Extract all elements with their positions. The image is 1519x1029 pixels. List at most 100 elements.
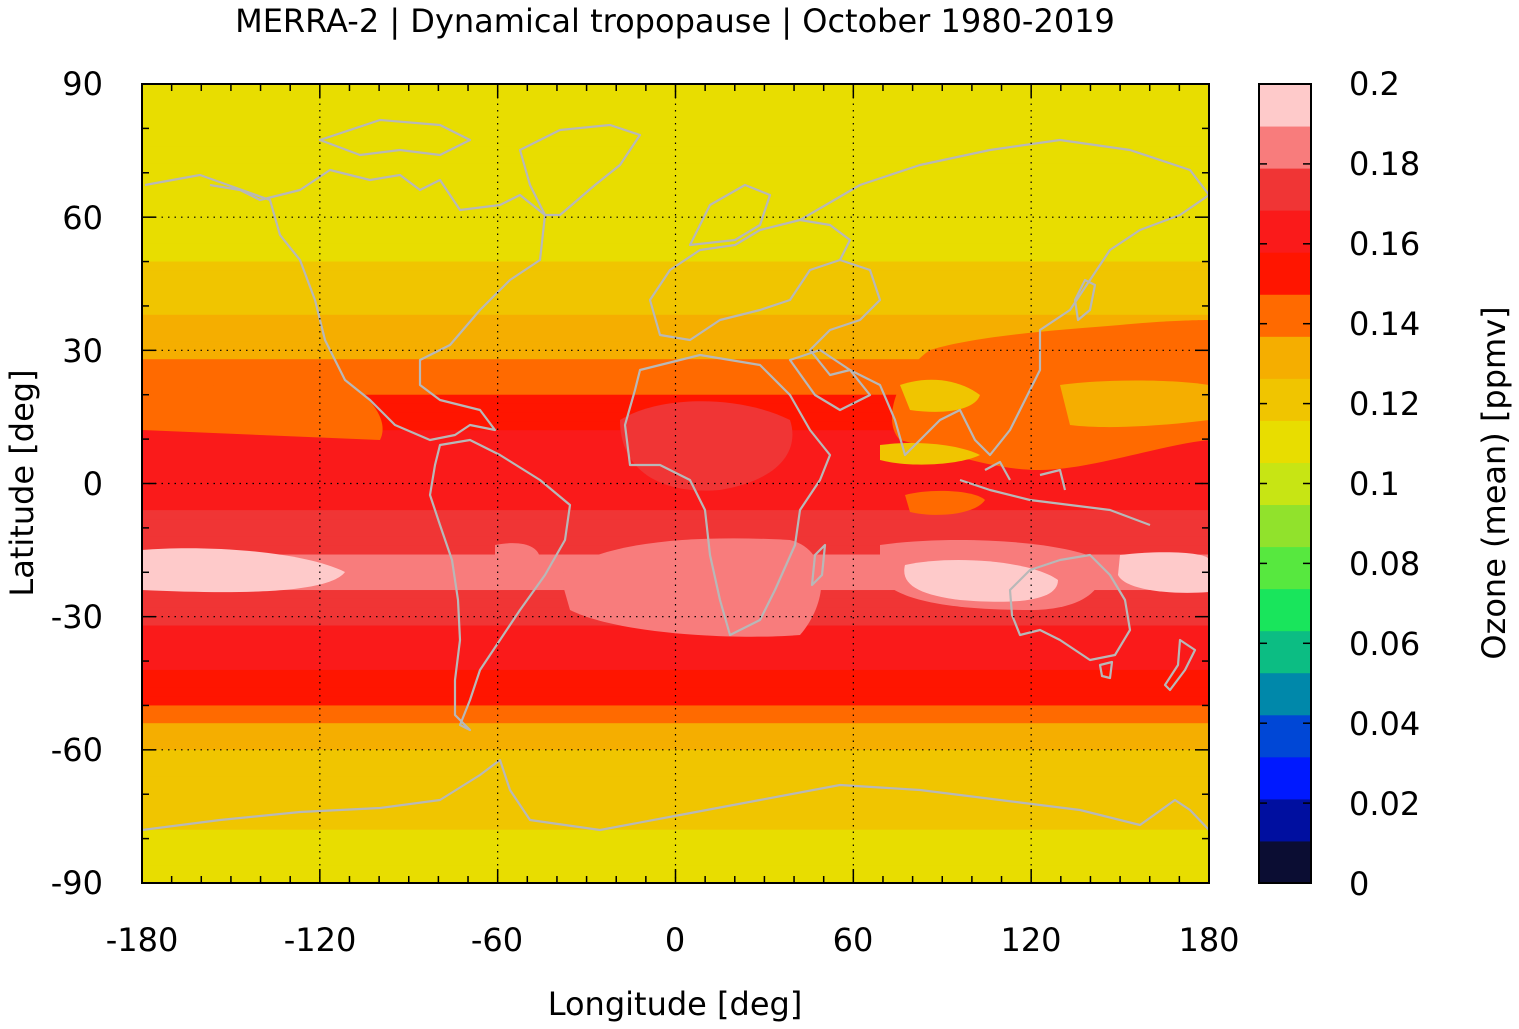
y-tick-label: -90	[51, 864, 103, 902]
zonal-band	[142, 243, 1209, 254]
zonal-band	[142, 314, 1209, 325]
grid-lines	[142, 84, 1209, 883]
zonal-band	[142, 492, 1209, 502]
colorbar-tick-label: 0.08	[1349, 545, 1420, 583]
y-tick-label: 0	[83, 465, 103, 503]
colorbar-swatch	[1259, 798, 1311, 842]
zonal-band	[142, 669, 1209, 680]
x-axis-label: Longitude [deg]	[548, 985, 803, 1023]
colorbar-swatch	[1259, 126, 1311, 169]
colorbar-swatch	[1259, 714, 1311, 758]
colorbar-tick-labels: 0.2 0.18 0.16 0.14 0.12 0.1 0.08 0.06 0.…	[1349, 65, 1420, 903]
zonal-band	[142, 794, 1209, 804]
patch-pacific-west-lightpink	[142, 548, 345, 593]
patch-atlantic-north-orange	[142, 378, 383, 440]
colorbar-tick-label: 0.18	[1349, 145, 1420, 183]
zonal-band	[142, 696, 1209, 707]
coast-arctic-islands	[318, 118, 472, 157]
zonal-band	[142, 661, 1209, 671]
zonal-band	[142, 208, 1209, 218]
zonal-band	[142, 368, 1209, 378]
colorbar-swatch	[1259, 378, 1311, 421]
colorbar-swatch	[1259, 252, 1311, 295]
coast-arabia	[788, 348, 872, 412]
colorbar-tick-label: 0.02	[1349, 785, 1420, 823]
zonal-band	[142, 829, 1209, 840]
coast-indonesia	[959, 460, 1151, 527]
colorbar-tick-label: 0.1	[1349, 465, 1400, 503]
zonal-band	[142, 279, 1209, 289]
coastlines	[142, 118, 1209, 832]
zonal-band	[142, 856, 1209, 866]
zonal-band	[142, 510, 1209, 520]
zonal-band	[142, 758, 1209, 769]
coast-north-america	[144, 168, 547, 442]
colorbar	[1259, 84, 1311, 884]
zonal-band	[142, 137, 1209, 147]
y-tick-label: -30	[51, 598, 103, 636]
x-tick-label: 0	[665, 921, 685, 959]
patch-tropical-east-atlantic	[620, 401, 793, 491]
zonal-band	[142, 634, 1209, 644]
colorbar-swatch	[1259, 168, 1311, 211]
colorbar-tick-label: 0.04	[1349, 705, 1420, 743]
zonal-band	[142, 643, 1209, 653]
zonal-band	[142, 155, 1209, 165]
coast-scandinavia	[688, 183, 772, 247]
zonal-band	[142, 110, 1209, 121]
y-tick-label: 90	[62, 65, 103, 103]
colorbar-tick-label: 0.14	[1349, 305, 1420, 343]
coast-asia	[799, 138, 1209, 457]
zonal-band	[142, 376, 1209, 387]
patch-bay-yellow	[880, 443, 980, 465]
x-tick-label: 60	[833, 921, 874, 959]
colorbar-tick-label: 0.2	[1349, 65, 1400, 103]
y-tick-label: -60	[51, 731, 103, 769]
colorbar-swatch	[1259, 420, 1311, 463]
patch-pacific-north-yellow	[1060, 380, 1209, 428]
zonal-band	[142, 297, 1209, 307]
zonal-band	[142, 350, 1209, 360]
y-tick-label: 30	[62, 332, 103, 370]
patch-maritime-orange	[905, 490, 985, 515]
colorbar-swatch	[1259, 210, 1311, 253]
patch-india-yellow	[900, 379, 980, 412]
zonal-band	[142, 146, 1209, 156]
zonal-band	[142, 394, 1209, 405]
colorbar-swatch	[1259, 756, 1311, 800]
zonal-band	[142, 678, 1209, 689]
zonal-band	[142, 519, 1209, 529]
zonal-band	[142, 270, 1209, 280]
coast-south-america	[428, 438, 572, 732]
coast-africa	[623, 353, 832, 637]
zonal-band	[142, 705, 1209, 715]
zonal-band	[142, 226, 1209, 236]
zonal-band	[142, 128, 1209, 138]
colorbar-swatch	[1259, 840, 1311, 884]
zonal-band	[142, 199, 1209, 209]
x-tick-label: -60	[471, 921, 523, 959]
patch-south-atlantic-pink	[560, 538, 822, 637]
zonal-band	[142, 341, 1209, 351]
zonal-band	[142, 767, 1209, 778]
y-tick-label: 60	[62, 199, 103, 237]
colorbar-tick-label: 0.12	[1349, 385, 1420, 423]
colorbar-swatch	[1259, 588, 1311, 632]
zonal-band	[142, 785, 1209, 795]
zonal-band	[142, 234, 1209, 245]
colorbar-swatch	[1259, 630, 1311, 674]
colorbar-label: Ozone (mean) [ppmv]	[1475, 306, 1513, 659]
colorbar-tick-label: 0.06	[1349, 625, 1420, 663]
coast-madagascar	[810, 543, 827, 587]
x-tick-labels: -180 -120 -60 0 60 120 180	[106, 921, 1240, 959]
zonal-band	[142, 732, 1209, 742]
zonal-band	[142, 181, 1209, 192]
zonal-band	[142, 714, 1209, 724]
x-tick-label: -120	[284, 921, 357, 959]
coast-australia	[1008, 553, 1132, 662]
coast-europe	[648, 218, 852, 342]
coast-antarctica	[142, 758, 1209, 832]
coast-greenland	[518, 123, 642, 217]
zonal-band	[142, 501, 1209, 511]
